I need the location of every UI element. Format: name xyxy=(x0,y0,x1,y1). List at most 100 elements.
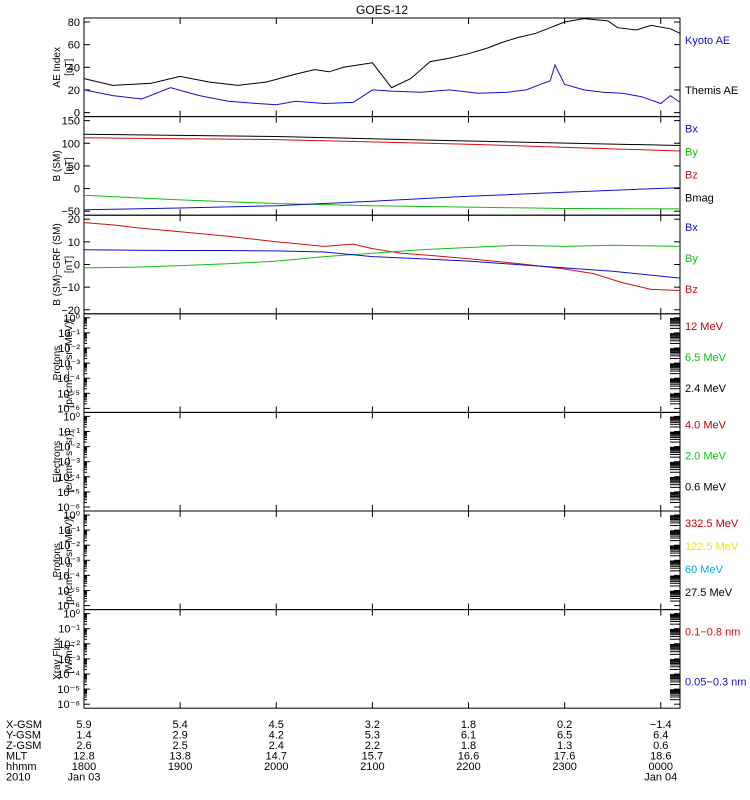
y-tick-label: 0 xyxy=(74,108,80,120)
y-tick-label: 10⁻² xyxy=(58,343,80,355)
x-table-value: 1.8 xyxy=(461,719,476,731)
panel-frame xyxy=(83,214,681,315)
x-table-value: 0.2 xyxy=(557,719,572,731)
y-tick-label: 10 xyxy=(68,237,80,249)
y-tick-label: 20 xyxy=(68,85,80,97)
y-tick-label: 10⁰ xyxy=(63,609,80,621)
y-tick-label: 10⁻⁶ xyxy=(57,699,80,711)
x-table-value: 5.4 xyxy=(172,719,187,731)
x-table-value: 14.7 xyxy=(266,751,287,763)
x-table-value: 6.1 xyxy=(461,730,476,742)
y-tick-label: 10⁻² xyxy=(58,540,80,552)
x-table-row-label: X-GSM xyxy=(6,719,42,731)
y-axis-label: Xray Flux xyxy=(52,638,63,680)
y-tick-label: 10⁻⁴ xyxy=(57,373,80,385)
x-table-value: Jan 04 xyxy=(644,772,677,784)
x-table-value: 6.5 xyxy=(557,730,572,742)
x-table-value: 5.9 xyxy=(76,719,91,731)
x-table-value: 1800 xyxy=(72,761,96,773)
x-table-value: 1.3 xyxy=(557,740,572,752)
series-line xyxy=(83,63,681,106)
x-table-value: 3.2 xyxy=(365,719,380,731)
x-table-row-label: 2010 xyxy=(6,772,30,784)
y-tick-label: 0 xyxy=(74,260,80,272)
legend-entry: 12 MeV xyxy=(685,321,724,333)
panel-7: 10⁰ 10⁻¹ 10⁻² 10⁻³ 10⁻⁴ 10⁻⁵ 10⁻⁶ Xray Flux [W/m… xyxy=(52,609,746,712)
series-line xyxy=(83,249,681,279)
panel-frame xyxy=(83,411,681,512)
legend-entry: 4.0 MeV xyxy=(685,419,727,431)
series-line xyxy=(83,244,681,269)
x-table-row-label: hhmm xyxy=(6,761,37,773)
x-table-value: 0.6 xyxy=(653,740,668,752)
series-line xyxy=(83,194,681,210)
y-axis-unit: [p/(cm²−s−sr−MeV)] xyxy=(64,319,75,408)
x-table-value: 4.5 xyxy=(269,719,284,731)
y-tick-label: 10⁻⁶ xyxy=(57,403,80,415)
y-tick-label: 10⁻⁶ xyxy=(57,601,80,613)
y-tick-label: −20 xyxy=(61,305,80,317)
legend-entry: 122.5 MeV xyxy=(685,541,739,553)
x-table-row-label: MLT xyxy=(6,751,27,763)
y-tick-label: 10⁻¹ xyxy=(58,328,80,340)
y-tick-label: 10⁻⁵ xyxy=(57,684,80,696)
legend-entry: Bz xyxy=(685,284,698,296)
panel-2: 150 100 50 0 −50 B (SM) [nT] Bx By Bz Bmag xyxy=(52,116,714,219)
legend-entry: Bx xyxy=(685,124,698,136)
y-tick-label: −10 xyxy=(61,282,80,294)
y-tick-label: 10⁻³ xyxy=(58,358,80,370)
legend-entry: 0.6 MeV xyxy=(685,481,727,493)
panel-frame xyxy=(83,609,681,709)
y-tick-label: 150 xyxy=(62,116,80,128)
legend-entry: 332.5 MeV xyxy=(685,518,739,530)
legend-entry: Bz xyxy=(685,170,698,182)
y-axis-unit: [p/(cm²−s−sr−MeV)] xyxy=(64,516,75,605)
x-table-value: 1.8 xyxy=(461,740,476,752)
series-line xyxy=(83,137,681,152)
x-table-value: 2000 xyxy=(264,761,288,773)
y-tick-label: 10⁻¹ xyxy=(58,427,80,439)
y-tick-label: 10⁻⁶ xyxy=(57,502,80,514)
x-table-value: 12.8 xyxy=(73,751,94,763)
y-tick-label: 10⁻¹ xyxy=(58,624,80,636)
x-table-value: 2200 xyxy=(456,761,480,773)
panel-6: 10⁰ 10⁻¹ 10⁻² 10⁻³ 10⁻⁴ 10⁻⁵ 10⁻⁶ Protons [p/(cm… xyxy=(52,510,739,613)
y-axis-unit: [nT] xyxy=(64,157,75,174)
y-tick-label: 80 xyxy=(68,17,80,29)
y-tick-label: 10⁻² xyxy=(58,639,80,651)
x-table-value: 2.4 xyxy=(269,740,284,752)
panel-3: 20 10 0 −10 −20B (SM)−GRF (SM) [nT] Bx By Bz xyxy=(52,214,698,317)
y-axis-unit: [nT] xyxy=(64,256,75,273)
x-table-value: 13.8 xyxy=(169,751,190,763)
x-table-value: 16.6 xyxy=(458,751,479,763)
series-line xyxy=(83,187,681,211)
y-axis-label: B (SM) xyxy=(52,150,63,181)
legend-entry: 0.05−0.3 nm xyxy=(685,677,746,689)
y-tick-label: 0 xyxy=(74,184,80,196)
y-axis-label: AE Index xyxy=(52,47,63,88)
y-axis-unit: [e/(cm²−s−sr)] xyxy=(64,430,75,492)
legend-entry: 0.1−0.8 nm xyxy=(685,627,740,639)
x-table-value: 0000 xyxy=(649,761,673,773)
legend-entry: 2.0 MeV xyxy=(685,450,727,462)
series-line xyxy=(83,133,681,146)
legend-entry: 60 MeV xyxy=(685,564,724,576)
x-table-value: 4.2 xyxy=(269,730,284,742)
y-tick-label: 10⁻⁴ xyxy=(57,669,80,681)
x-table-value: 6.4 xyxy=(653,730,668,742)
legend-entry: Themis AE xyxy=(685,85,738,97)
legend-entry: 2.4 MeV xyxy=(685,383,727,395)
x-table-value: 2.6 xyxy=(76,740,91,752)
y-tick-label: 10⁻³ xyxy=(58,654,80,666)
x-table-value: −1.4 xyxy=(650,719,672,731)
panel-1: 80 60 40 20 0 AE Index [nT] Kyoto AE Themis AE xyxy=(52,17,738,120)
y-axis-label: Electrons xyxy=(52,441,63,483)
x-table-value: 2100 xyxy=(360,761,384,773)
x-table-value: 1900 xyxy=(168,761,192,773)
x-table-value: 18.6 xyxy=(650,751,671,763)
legend-entry: By xyxy=(685,147,698,159)
x-axis-table: X-GSM 5.9 5.4 4.5 3.2 1.8 0.2 −1.4 Y-GSM 1.4 2.9 4.… xyxy=(6,719,677,784)
series-line xyxy=(83,222,681,291)
